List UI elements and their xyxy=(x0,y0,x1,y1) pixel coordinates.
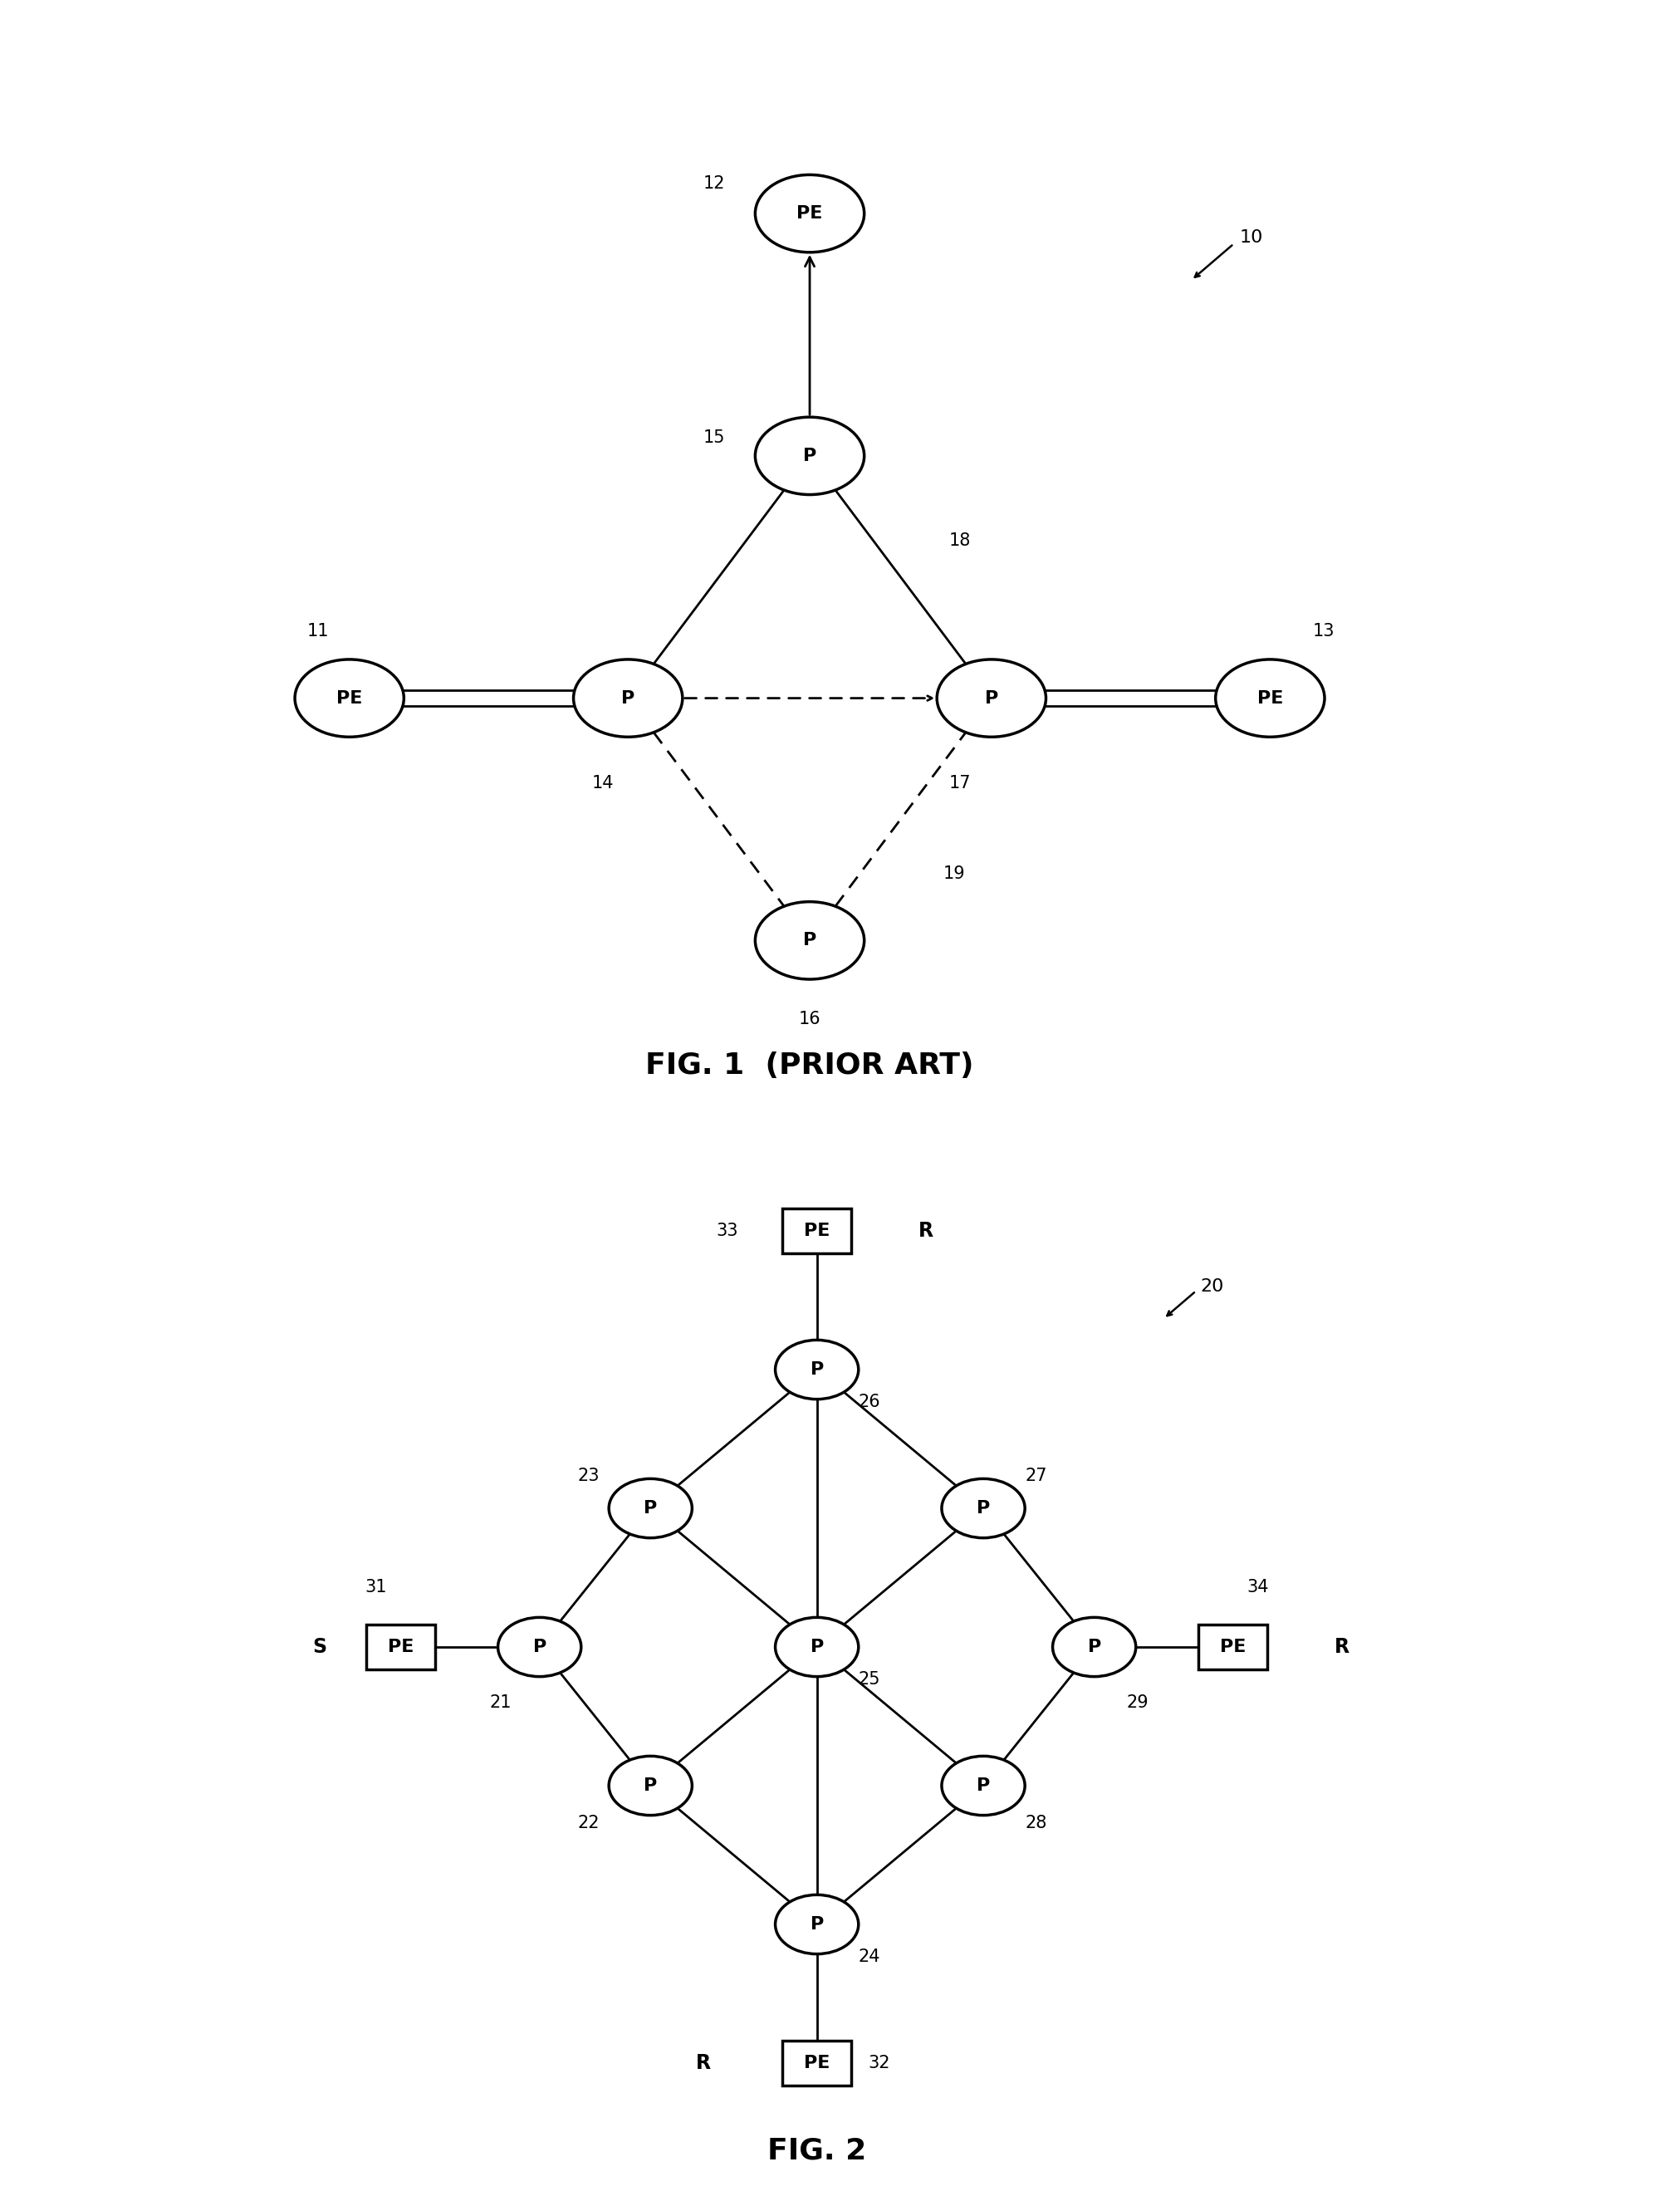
Text: P: P xyxy=(976,1777,990,1794)
Ellipse shape xyxy=(1053,1618,1136,1676)
Text: P: P xyxy=(643,1777,657,1794)
Ellipse shape xyxy=(497,1618,581,1676)
Text: PE: PE xyxy=(388,1638,413,1656)
Text: PE: PE xyxy=(1220,1638,1247,1656)
FancyBboxPatch shape xyxy=(783,1208,852,1254)
Text: 34: 34 xyxy=(1247,1579,1268,1594)
Text: PE: PE xyxy=(803,2055,830,2071)
Text: 26: 26 xyxy=(858,1394,880,1410)
Text: 16: 16 xyxy=(798,1010,822,1028)
Ellipse shape xyxy=(774,1895,858,1954)
Text: P: P xyxy=(1087,1638,1100,1656)
Text: 13: 13 xyxy=(1312,624,1334,639)
Text: R: R xyxy=(919,1221,934,1241)
Text: P: P xyxy=(976,1500,990,1517)
Text: 14: 14 xyxy=(591,775,613,791)
Text: 31: 31 xyxy=(365,1579,386,1594)
Text: 27: 27 xyxy=(1025,1467,1047,1484)
Text: PE: PE xyxy=(796,204,823,222)
Ellipse shape xyxy=(1216,659,1324,738)
Text: 28: 28 xyxy=(1025,1814,1047,1831)
Text: 23: 23 xyxy=(578,1467,600,1484)
Text: 19: 19 xyxy=(942,865,964,883)
Text: 15: 15 xyxy=(702,430,724,446)
Ellipse shape xyxy=(608,1478,692,1537)
Ellipse shape xyxy=(937,659,1047,738)
Text: P: P xyxy=(984,690,998,707)
Text: 12: 12 xyxy=(702,176,724,191)
Text: PE: PE xyxy=(336,690,363,707)
Text: P: P xyxy=(803,931,816,949)
Text: PE: PE xyxy=(1257,690,1284,707)
Text: P: P xyxy=(810,1638,823,1656)
Text: P: P xyxy=(533,1638,546,1656)
Text: R: R xyxy=(1334,1636,1349,1658)
Text: 33: 33 xyxy=(716,1223,738,1239)
Text: PE: PE xyxy=(803,1223,830,1239)
Ellipse shape xyxy=(942,1757,1025,1816)
FancyBboxPatch shape xyxy=(1198,1625,1268,1669)
Ellipse shape xyxy=(573,659,682,738)
Ellipse shape xyxy=(296,659,403,738)
Text: R: R xyxy=(696,2053,711,2073)
Text: 25: 25 xyxy=(858,1671,880,1689)
Text: 29: 29 xyxy=(1127,1693,1149,1711)
Ellipse shape xyxy=(756,903,864,979)
Text: 32: 32 xyxy=(869,2055,890,2071)
Text: 10: 10 xyxy=(1240,228,1263,246)
Text: P: P xyxy=(803,448,816,463)
Text: 22: 22 xyxy=(578,1814,600,1831)
Ellipse shape xyxy=(942,1478,1025,1537)
Text: S: S xyxy=(312,1636,328,1658)
Text: P: P xyxy=(810,1917,823,1932)
FancyBboxPatch shape xyxy=(783,2040,852,2086)
Text: P: P xyxy=(643,1500,657,1517)
Text: P: P xyxy=(810,1362,823,1377)
Text: 18: 18 xyxy=(949,531,971,549)
Ellipse shape xyxy=(608,1757,692,1816)
Ellipse shape xyxy=(756,417,864,494)
Ellipse shape xyxy=(774,1618,858,1676)
Text: 11: 11 xyxy=(307,624,329,639)
Text: 24: 24 xyxy=(858,1948,880,1965)
Text: 17: 17 xyxy=(949,775,971,791)
Text: FIG. 1  (PRIOR ART): FIG. 1 (PRIOR ART) xyxy=(645,1052,974,1080)
Ellipse shape xyxy=(774,1340,858,1399)
Ellipse shape xyxy=(756,176,864,253)
Text: 20: 20 xyxy=(1201,1278,1225,1296)
Text: 21: 21 xyxy=(491,1693,512,1711)
Text: P: P xyxy=(622,690,635,707)
FancyBboxPatch shape xyxy=(366,1625,435,1669)
Text: FIG. 2: FIG. 2 xyxy=(768,2137,867,2165)
